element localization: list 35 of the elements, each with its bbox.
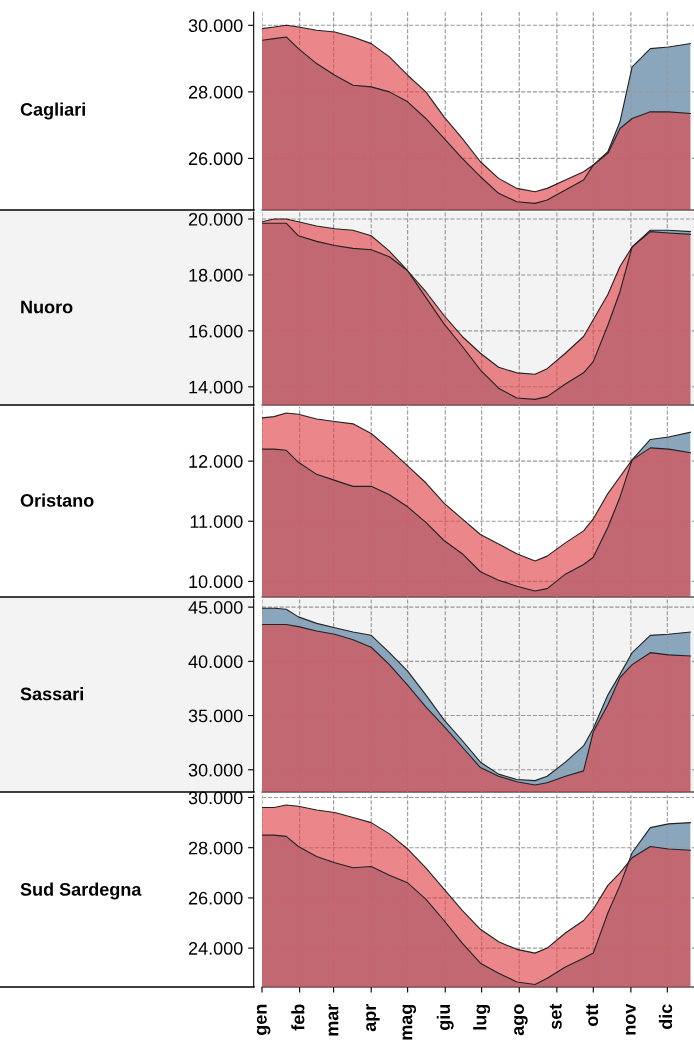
y-tick-label: 45.000 (188, 601, 243, 614)
x-tick-label: lug (473, 1004, 491, 1030)
x-tick-label: gen (256, 1004, 271, 1036)
y-tick-label: 30.000 (188, 19, 243, 33)
x-tick-label: mar (328, 1003, 339, 1036)
y-tick-label: 28.000 (188, 841, 243, 855)
y-axis-title: Sud Sardegna (20, 882, 142, 900)
x-tick-label: ott (586, 1003, 599, 1027)
x-tick-label: dic (658, 1004, 673, 1030)
y-tick-label: 10.000 (189, 575, 243, 589)
y-tick-label: 26.000 (188, 152, 243, 166)
y-tick-label: 26.000 (188, 891, 243, 905)
y-axis-title: Nuoro (21, 300, 73, 314)
x-tick-label: feb (291, 1004, 305, 1031)
y-axis-title: Oristano (20, 493, 94, 507)
y-axis-title: Cagliari (20, 102, 85, 120)
y-tick-label: 30.000 (188, 763, 243, 777)
y-tick-label: 30.000 (188, 791, 243, 805)
y-tick-label: 18.000 (189, 268, 243, 282)
y-tick-label: 14.000 (189, 380, 243, 394)
y-tick-label: 24.000 (188, 942, 243, 955)
y-tick-label: 28.000 (188, 85, 243, 99)
x-tick-label: ago (514, 1004, 528, 1036)
y-tick-label: 16.000 (189, 324, 243, 338)
x-tick-label: mag (402, 1004, 417, 1040)
x-tick-label: nov (625, 1003, 636, 1035)
x-tick-label: apr (366, 1003, 380, 1032)
y-tick-label: 35.000 (188, 709, 243, 723)
x-tick-label: set (549, 1003, 562, 1030)
y-axis-title: Sassari (20, 687, 83, 701)
y-tick-label: 11.000 (190, 515, 243, 528)
y-tick-label: 12.000 (189, 455, 243, 468)
x-tick-label: giu (436, 1004, 454, 1030)
y-tick-label: 40.000 (188, 655, 243, 669)
y-tick-label: 20.000 (188, 212, 243, 226)
